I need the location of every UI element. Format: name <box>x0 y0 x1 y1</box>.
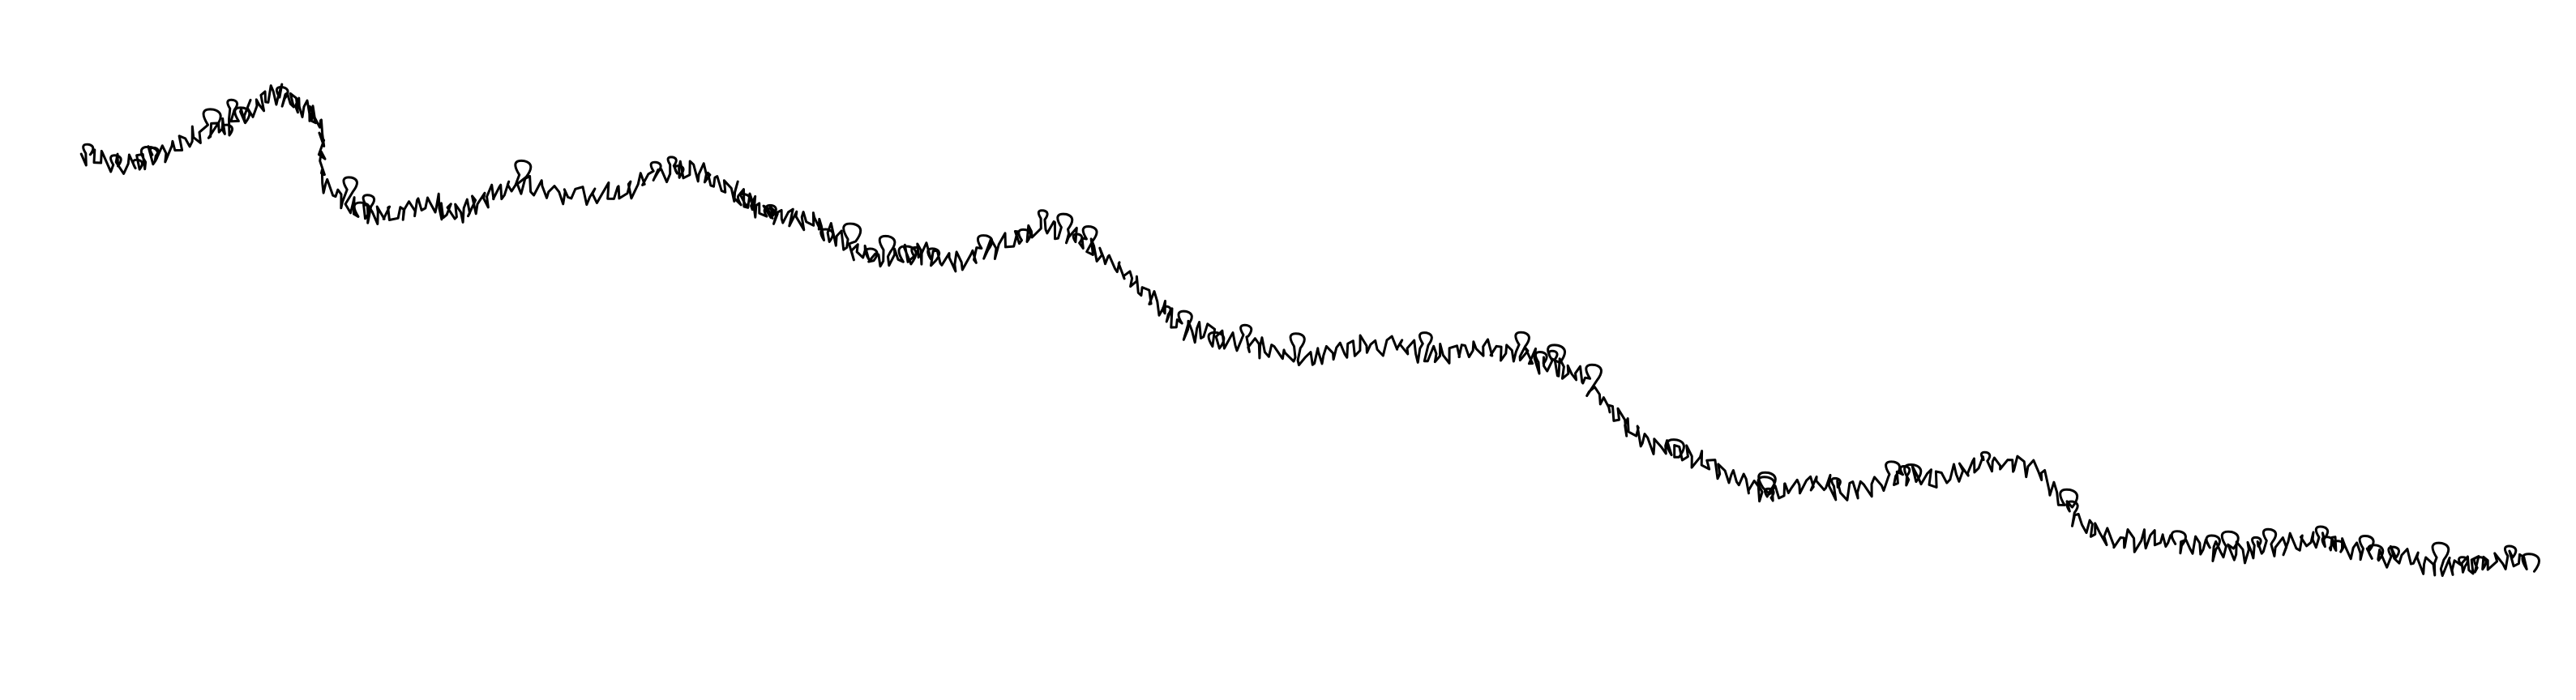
scribble-stroke <box>79 83 2540 578</box>
